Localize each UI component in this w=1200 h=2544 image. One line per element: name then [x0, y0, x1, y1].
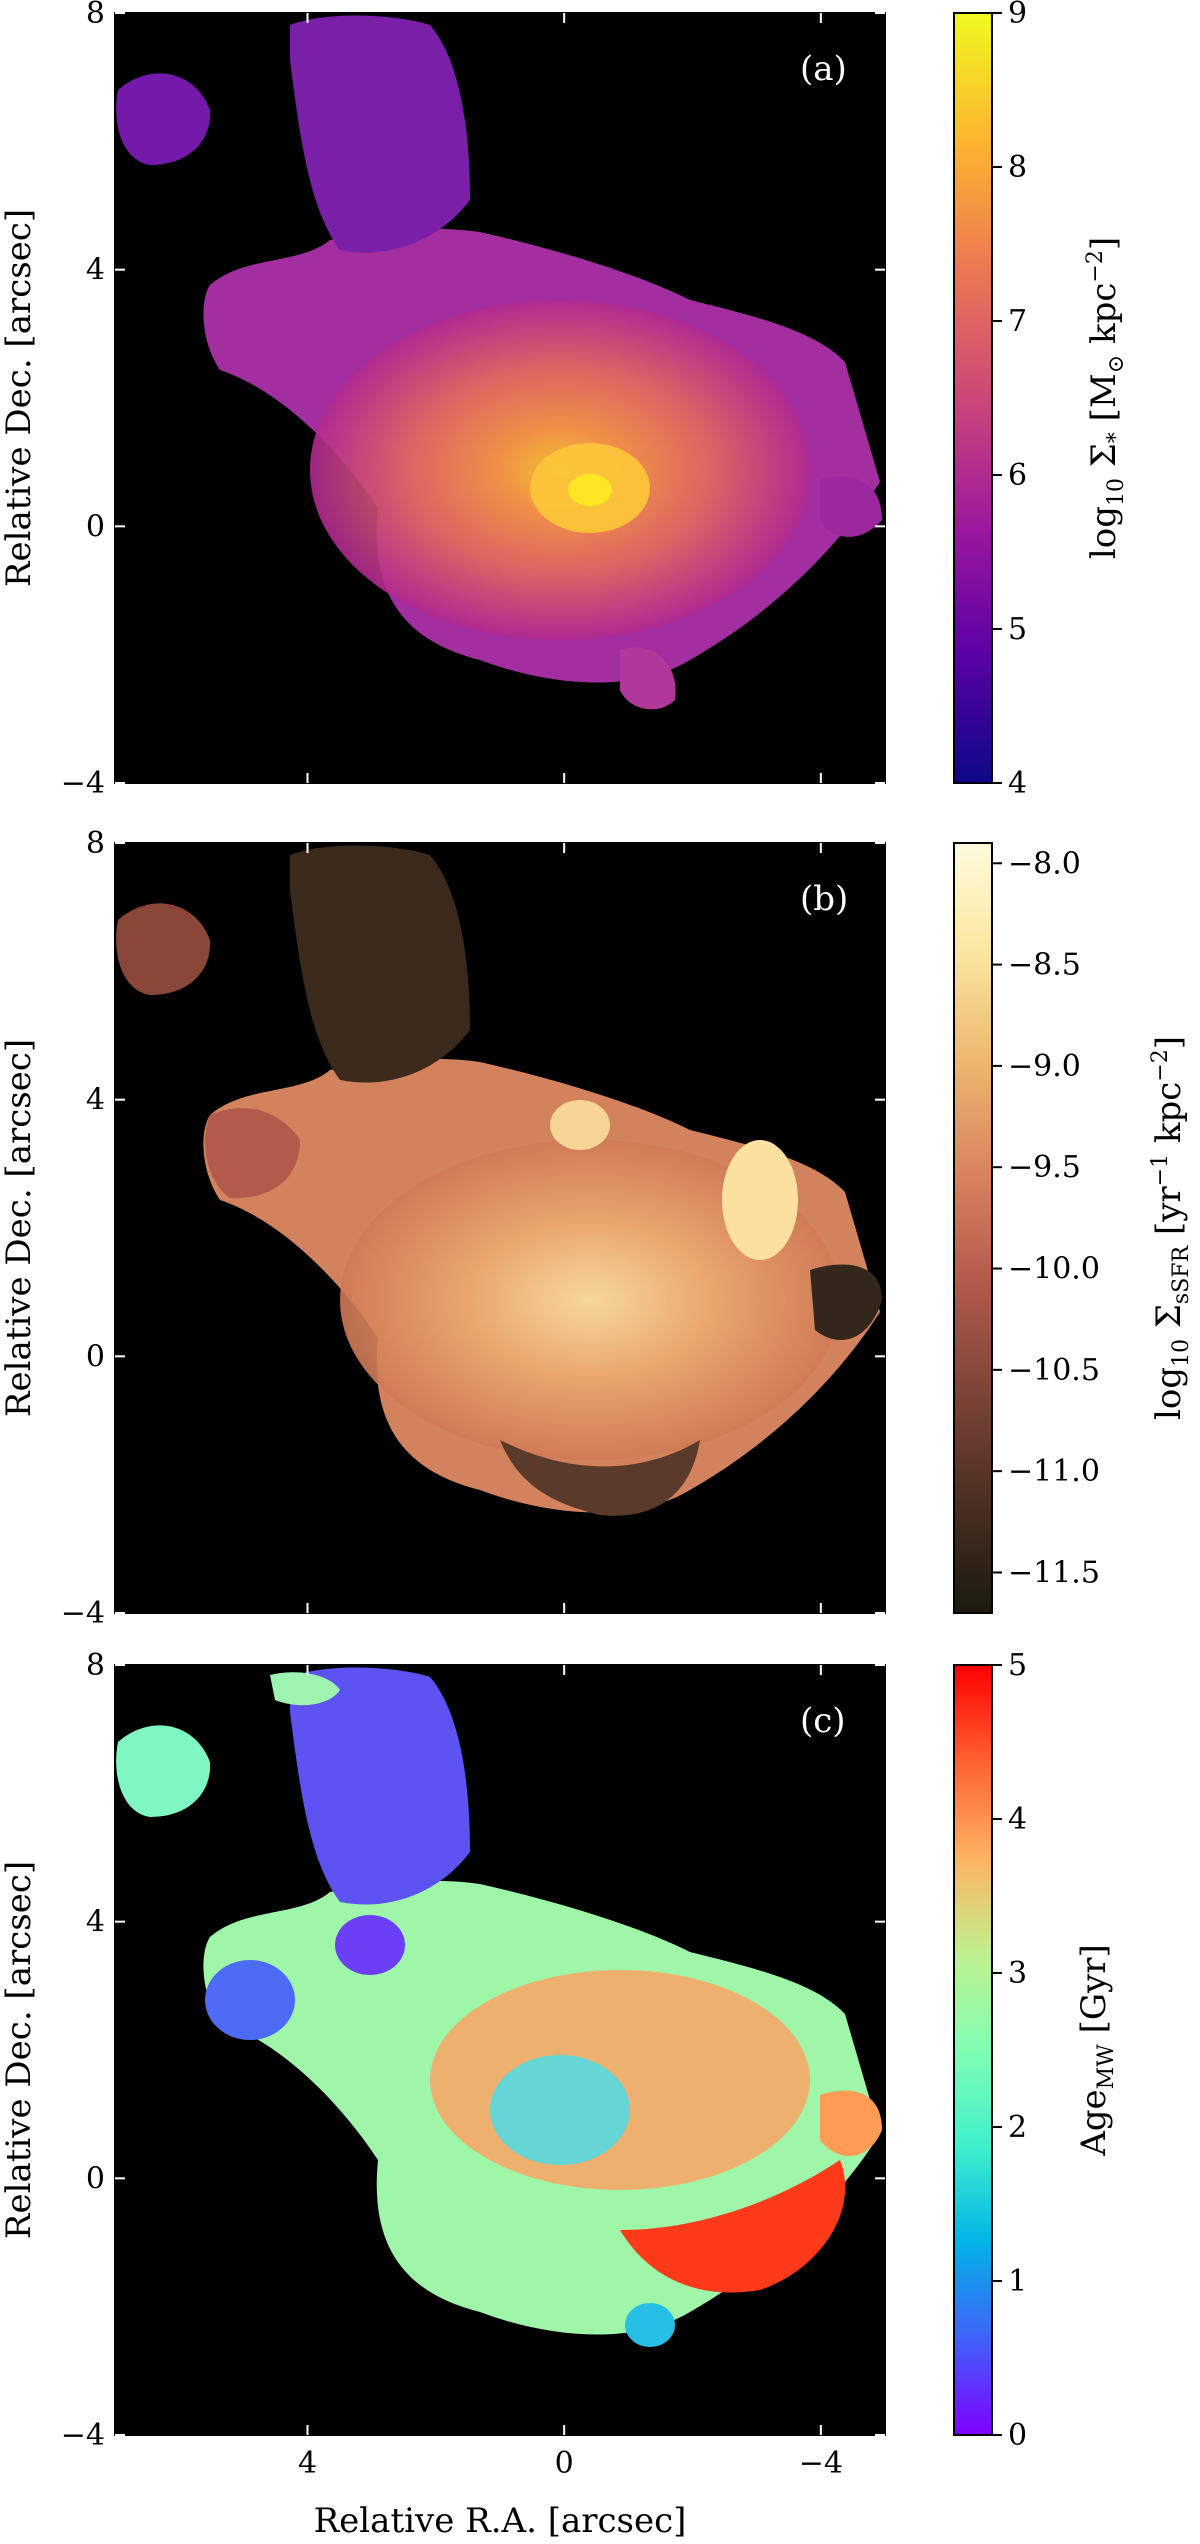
panel-a-frame	[114, 12, 886, 784]
colorbar-b-bar	[953, 842, 993, 1614]
panel-a-south-tip	[620, 647, 676, 710]
panel-c-northwest-blob	[116, 1725, 211, 1817]
colorbar-tick-label: −11.5	[1008, 1555, 1100, 1590]
colorbar-tick-label: 8	[1008, 150, 1027, 185]
panel-b-east-edge	[810, 1264, 882, 1340]
panel-b: −4 0 4 8 (b)	[61, 826, 886, 1631]
colorbar-c-ticks: 0 1 2 3 4 5	[992, 1648, 1027, 2453]
x-tick-label: 4	[298, 2446, 317, 2481]
y-tick-label: 0	[86, 1339, 105, 1374]
panel-c-yticks: −4 0 4 8	[61, 1648, 885, 2453]
colorbar-tick-label: 4	[1008, 766, 1027, 801]
panel-c-label: (c)	[800, 1701, 846, 1741]
panel-b-xticks	[306, 843, 822, 1613]
y-tick-label: 8	[86, 826, 105, 861]
colorbar-tick-label: 5	[1008, 1648, 1027, 1683]
panel-c-inner-disk	[430, 1970, 810, 2190]
x-tick-label: 0	[555, 2446, 574, 2481]
colorbar-a-label: log10 Σ* [M⊙ kpc−2]	[1083, 237, 1129, 559]
panel-c-top-blob	[270, 1672, 340, 1706]
colorbar-tick-label: 4	[1008, 1802, 1027, 1837]
x-tick-label: −4	[799, 2446, 843, 2481]
panel-b-northwest-blob	[116, 903, 211, 995]
y-axis-title-b: Relative Dec. [arcsec]	[0, 1039, 39, 1417]
colorbar-tick-label: −9.5	[1008, 1150, 1081, 1185]
y-tick-label: 0	[86, 509, 105, 544]
panel-c: 4 0 −4 −4 0 4 8 (c)	[61, 1648, 886, 2481]
colorbar-tick-label: 7	[1008, 304, 1027, 339]
colorbar-a-ticks: 4 5 6 7 8 9	[992, 0, 1027, 801]
panel-a-xticks	[306, 13, 822, 783]
y-tick-label: 0	[86, 2161, 105, 2196]
y-tick-label: 4	[86, 253, 105, 288]
panel-c-frame	[114, 1664, 886, 2436]
colorbar-tick-label: 6	[1008, 458, 1027, 493]
panel-b-center-knot	[550, 1100, 610, 1150]
y-axis-title-a: Relative Dec. [arcsec]	[0, 209, 39, 587]
colorbar-tick-label: −8.0	[1008, 846, 1081, 881]
colorbar-c: 0 1 2 3 4 5 AgeMW [Gyr]	[953, 1648, 1119, 2453]
colorbar-tick-label: −10.5	[1008, 1353, 1100, 1388]
panel-a-east-bump	[820, 476, 882, 537]
panel-a: −4 0 4 8 (a)	[61, 0, 886, 801]
colorbar-tick-label: 0	[1008, 2418, 1027, 2453]
panel-b-west-arm	[205, 1108, 300, 1199]
colorbar-tick-label: 3	[1008, 1956, 1027, 1991]
y-tick-label: 8	[86, 0, 105, 31]
panel-b-yticks: −4 0 4 8	[61, 826, 885, 1631]
y-tick-label: 4	[86, 1905, 105, 1940]
colorbar-tick-label: 9	[1008, 0, 1027, 31]
panel-b-south-rim	[500, 1440, 700, 1516]
colorbar-tick-label: 5	[1008, 612, 1027, 647]
colorbar-c-label: AgeMW [Gyr]	[1074, 1944, 1119, 2157]
panel-b-label: (b)	[800, 879, 848, 919]
y-tick-label: −4	[61, 766, 105, 801]
colorbar-tick-label: −9.0	[1008, 1049, 1081, 1084]
y-tick-label: 8	[86, 1648, 105, 1683]
panel-a-yticks: −4 0 4 8	[61, 0, 885, 801]
panel-a-label: (a)	[800, 49, 847, 89]
panel-c-south-knot	[625, 2303, 675, 2347]
panel-c-central-ring	[490, 2055, 630, 2165]
colorbar-b-label: log10 ΣsSFR [yr−1 kpc−2]	[1148, 1036, 1194, 1420]
panel-c-southeast-rim	[620, 2160, 846, 2293]
panel-b-frame	[114, 842, 886, 1614]
y-tick-label: −4	[61, 1596, 105, 1631]
colorbar-b-ticks: −8.0 −8.5 −9.0 −9.5 −10.0 −10.5 −11.0 −11.5	[992, 846, 1100, 1590]
colorbar-b: −8.0 −8.5 −9.0 −9.5 −10.0 −10.5 −11.0 −11.5 log…	[953, 842, 1194, 1614]
panel-c-north-knot	[335, 1915, 405, 1975]
panel-c-north-plume	[290, 1667, 470, 1905]
panel-a-northwest-blob	[116, 73, 211, 165]
colorbar-tick-label: 1	[1008, 2264, 1027, 2299]
colorbar-tick-label: −8.5	[1008, 948, 1081, 983]
y-axis-title-c: Relative Dec. [arcsec]	[0, 1861, 39, 2239]
colorbar-tick-label: 2	[1008, 2110, 1027, 2145]
panel-b-disk-glow	[340, 1140, 840, 1460]
panel-c-east-edge	[820, 2090, 882, 2157]
colorbar-tick-label: −10.0	[1008, 1252, 1100, 1287]
colorbar-a-bar	[953, 12, 993, 784]
panel-b-north-plume	[290, 845, 470, 1083]
panel-b-east-knot	[722, 1140, 798, 1260]
colorbar-a: 4 5 6 7 8 9 log10 Σ* [M⊙ kpc−2]	[953, 0, 1129, 801]
panel-c-xticks: 4 0 −4	[298, 1665, 843, 2481]
colorbar-c-bar	[953, 1664, 993, 2436]
colorbar-tick-label: −11.0	[1008, 1454, 1100, 1489]
y-tick-label: −4	[61, 2418, 105, 2453]
y-tick-label: 4	[86, 1083, 105, 1118]
x-axis-title: Relative R.A. [arcsec]	[314, 2501, 687, 2541]
panel-a-core	[568, 474, 612, 506]
panel-a-north-plume	[290, 15, 470, 253]
panel-c-west-knot	[205, 1960, 295, 2040]
